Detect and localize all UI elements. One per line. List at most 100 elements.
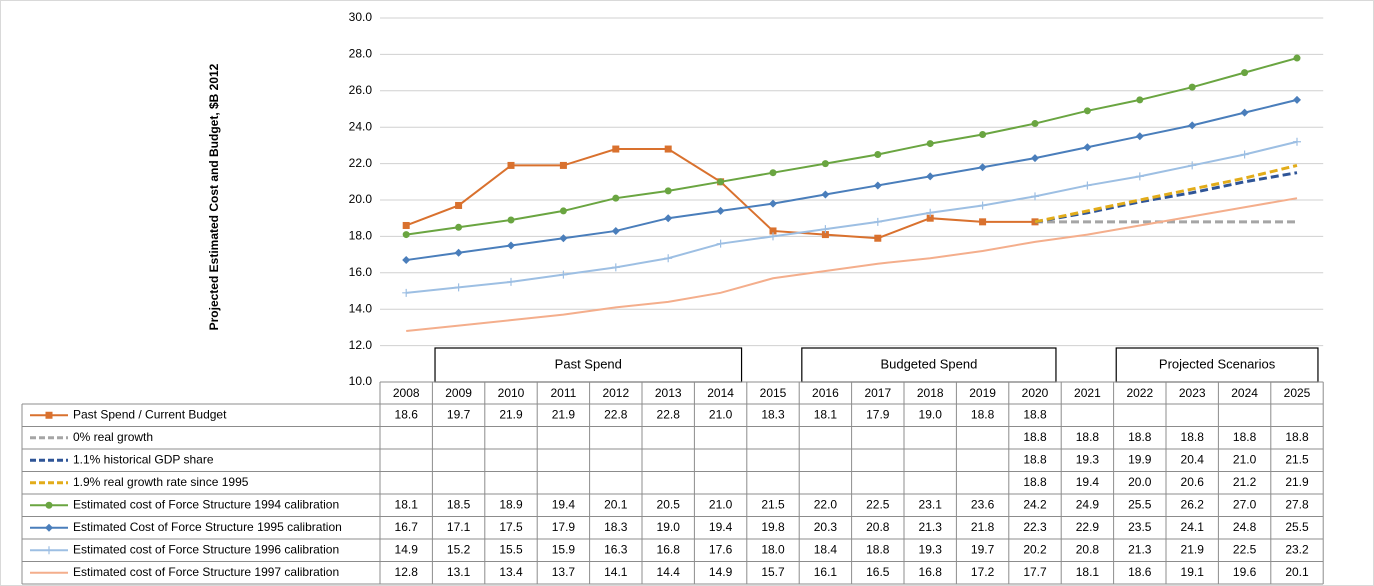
annotation-box [1115, 347, 1319, 383]
x-tick-label: 2017 [864, 386, 891, 400]
table-value: 21.5 [761, 497, 785, 511]
series-line [406, 98, 1298, 262]
table-value: 18.1 [1076, 565, 1100, 579]
table-value: 18.3 [604, 520, 628, 534]
y-tick-label: 20.0 [349, 192, 373, 206]
table-value: 15.7 [761, 565, 785, 579]
marker [402, 288, 411, 297]
series-line [406, 57, 1298, 236]
x-tick-label: 2019 [969, 386, 996, 400]
marker [769, 199, 777, 208]
y-tick-label: 10.0 [349, 374, 373, 388]
table-value: 22.3 [1023, 520, 1047, 534]
table-value: 17.5 [499, 520, 523, 534]
table-value: 21.9 [1285, 475, 1309, 489]
legend-label: Past Spend / Current Budget [73, 407, 227, 421]
x-tick-label: 2025 [1284, 386, 1311, 400]
marker [769, 227, 777, 235]
table-value: 16.7 [395, 520, 419, 534]
legend-label: Estimated cost of Force Structure 1994 c… [73, 497, 339, 511]
annotation-box [801, 347, 1057, 383]
table-value: 18.8 [971, 407, 995, 421]
x-tick-label: 2011 [550, 386, 576, 400]
table-value: 16.8 [919, 565, 943, 579]
marker [1293, 95, 1301, 104]
table-value: 20.8 [1076, 542, 1100, 556]
table-value: 19.7 [447, 407, 471, 421]
table-value: 19.3 [1076, 452, 1100, 466]
x-tick-label: 2009 [445, 386, 472, 400]
marker [454, 283, 463, 292]
table-value: 17.2 [971, 565, 995, 579]
legend-label: 0% real growth [73, 430, 153, 444]
table-value: 17.9 [552, 520, 576, 534]
marker [1031, 192, 1039, 201]
table-value: 20.4 [1181, 452, 1205, 466]
table-value: 13.4 [499, 565, 523, 579]
y-tick-label: 30.0 [349, 10, 373, 24]
marker [402, 256, 411, 265]
table-value: 18.8 [1128, 430, 1152, 444]
marker [978, 201, 987, 210]
marker [1241, 69, 1249, 77]
marker [1293, 54, 1301, 62]
table-value: 13.7 [552, 565, 576, 579]
table-value: 21.9 [1181, 542, 1205, 556]
y-tick-label: 16.0 [349, 265, 373, 279]
annotation-text: Budgeted Spend [880, 356, 977, 371]
marker [455, 223, 463, 231]
table-value: 19.1 [1181, 565, 1205, 579]
marker [978, 163, 987, 172]
series-line [1034, 171, 1298, 224]
table-value: 22.5 [866, 497, 890, 511]
table-value: 19.0 [919, 407, 943, 421]
marker [559, 161, 567, 169]
table-value: 16.3 [604, 542, 628, 556]
marker [926, 140, 934, 148]
y-tick-label: 24.0 [349, 119, 373, 133]
legend-label: 1.1% historical GDP share [73, 452, 214, 466]
table-value: 24.8 [1233, 520, 1257, 534]
table-value: 21.0 [1233, 452, 1257, 466]
table-value: 17.7 [1023, 565, 1047, 579]
table-value: 20.5 [657, 497, 681, 511]
table-value: 21.0 [709, 497, 733, 511]
marker [716, 239, 725, 248]
marker [402, 221, 410, 229]
table-value: 19.6 [1233, 565, 1257, 579]
table-value: 18.0 [761, 542, 785, 556]
table-value: 18.8 [1023, 452, 1047, 466]
table-value: 23.6 [971, 497, 995, 511]
marker [45, 501, 53, 509]
series-line [406, 140, 1298, 294]
table-value: 20.3 [814, 520, 838, 534]
table-value: 16.5 [866, 565, 890, 579]
table-value: 18.8 [1076, 430, 1100, 444]
marker [926, 172, 935, 181]
marker [979, 130, 987, 138]
table-value: 18.9 [499, 497, 523, 511]
series-line [406, 197, 1298, 333]
table-value: 19.7 [971, 542, 995, 556]
table-value: 21.8 [971, 520, 995, 534]
table-value: 15.5 [499, 542, 523, 556]
table-value: 23.2 [1285, 542, 1309, 556]
x-tick-label: 2018 [917, 386, 944, 400]
table-value: 27.8 [1285, 497, 1309, 511]
marker [979, 218, 987, 226]
table-value: 15.9 [552, 542, 576, 556]
marker [507, 216, 515, 224]
table-value: 18.8 [1233, 430, 1257, 444]
table-value: 19.8 [761, 520, 785, 534]
table-value: 18.8 [1023, 407, 1047, 421]
table-value: 24.2 [1023, 497, 1047, 511]
table-value: 21.3 [1128, 542, 1152, 556]
table-value: 17.1 [447, 520, 471, 534]
table-value: 20.1 [604, 497, 628, 511]
marker [402, 231, 410, 239]
marker [821, 190, 830, 199]
table-value: 14.9 [395, 542, 419, 556]
marker [1188, 83, 1196, 91]
table-value: 18.6 [1128, 565, 1152, 579]
table-value: 21.5 [1285, 452, 1309, 466]
